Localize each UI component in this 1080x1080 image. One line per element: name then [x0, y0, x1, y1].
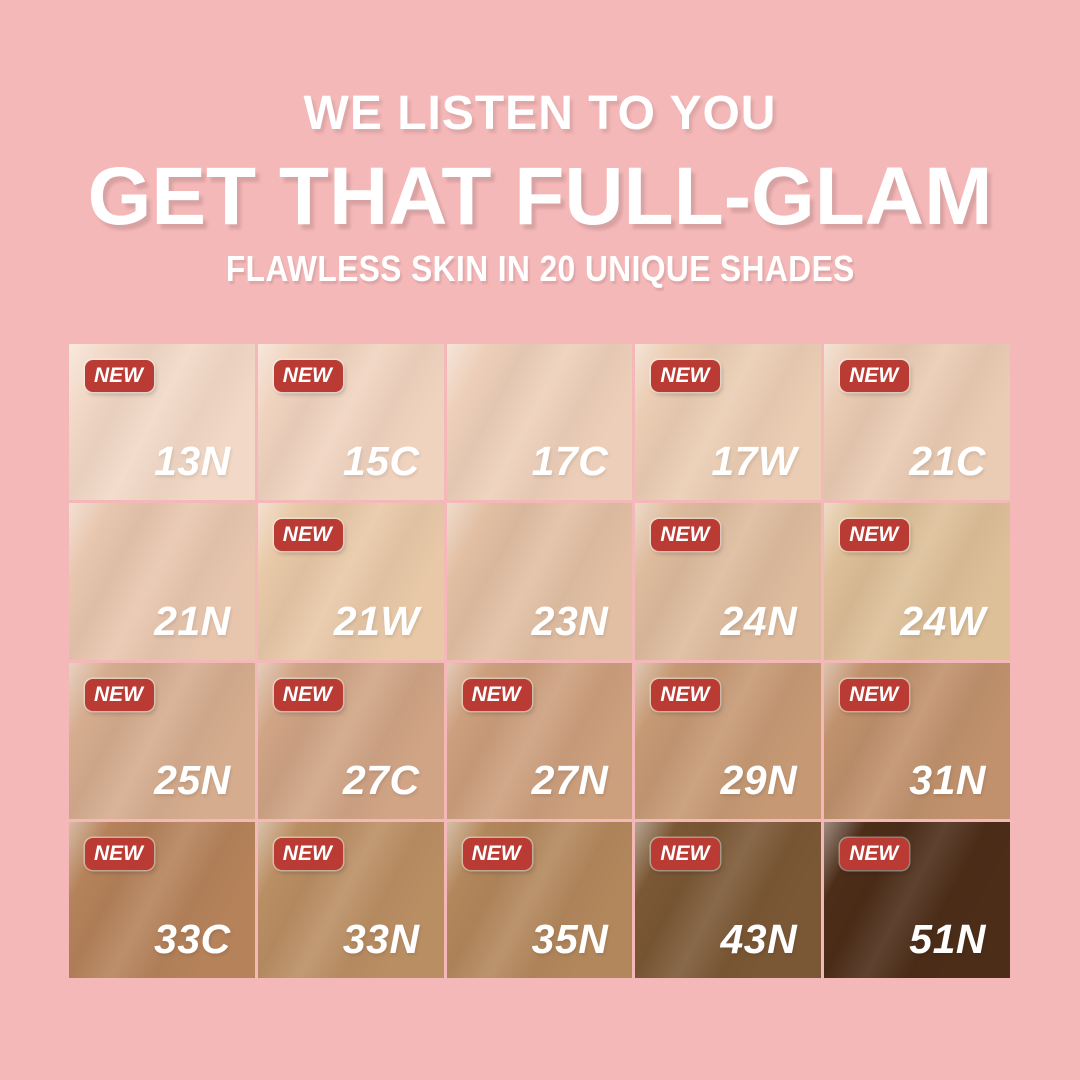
shade-swatch-15C: NEW 15C: [257, 344, 444, 501]
shade-swatch-33N: NEW 33N: [257, 821, 444, 978]
new-badge: NEW: [273, 519, 343, 552]
shade-label: 21W: [333, 597, 420, 644]
shade-swatch-24W: NEW 24W: [824, 503, 1010, 660]
shade-label: 21C: [909, 438, 986, 485]
shade-label: 29N: [720, 756, 798, 803]
shade-swatch-13N: NEW 13N: [69, 344, 255, 501]
shade-swatch-21W: NEW 21W: [257, 503, 444, 660]
new-badge: NEW: [462, 678, 532, 711]
eyebrow-text: WE LISTEN TO YOU: [303, 87, 777, 140]
new-badge: NEW: [651, 360, 721, 392]
shade-swatch-27N: NEW 27N: [446, 662, 633, 819]
shade-swatch-43N: NEW 43N: [635, 821, 822, 978]
shade-swatch-21N: NEW 21N: [69, 503, 255, 660]
subtitle-text: FLAWLESS SKIN IN 20 UNIQUE SHADES: [225, 248, 855, 289]
shade-label: 17W: [711, 438, 798, 485]
new-badge: NEW: [651, 519, 721, 552]
page-title: GET THAT FULL-GLAM: [87, 151, 993, 242]
shade-label: 31N: [909, 756, 986, 803]
subtitle-wrapper: FLAWLESS SKIN IN 20 UNIQUE SHADES: [0, 248, 1080, 290]
new-badge: NEW: [85, 678, 154, 711]
shade-label: 35N: [531, 916, 609, 962]
shade-swatch-31N: NEW 31N: [824, 662, 1010, 819]
shade-label: 33C: [154, 916, 231, 962]
new-badge: NEW: [273, 678, 343, 711]
new-badge: NEW: [85, 837, 154, 870]
new-badge: NEW: [273, 360, 343, 392]
shade-swatch-24N: NEW 24N: [635, 503, 822, 660]
shade-label: 27N: [531, 756, 609, 803]
shade-swatch-51N: NEW 51N: [824, 821, 1010, 978]
shade-label: 27C: [342, 756, 420, 803]
shade-swatch-35N: NEW 35N: [446, 821, 633, 978]
shade-label: 25N: [154, 756, 231, 803]
shade-grid: NEW 13N NEW 15C NEW 17C NEW 17W NEW 21C …: [69, 344, 1010, 978]
shade-label: 21N: [154, 597, 231, 644]
shade-swatch-21C: NEW 21C: [824, 344, 1010, 501]
shade-swatch-33C: NEW 33C: [69, 821, 255, 978]
new-badge: NEW: [651, 678, 721, 711]
shade-swatch-29N: NEW 29N: [635, 662, 822, 819]
new-badge: NEW: [273, 837, 343, 870]
shade-label: 24W: [900, 597, 986, 644]
new-badge: NEW: [840, 837, 910, 870]
new-badge: NEW: [462, 837, 532, 870]
shade-label: 51N: [909, 916, 986, 962]
shade-swatch-27C: NEW 27C: [257, 662, 444, 819]
shade-label: 17C: [531, 438, 609, 485]
new-badge: NEW: [840, 519, 910, 552]
shade-swatch-25N: NEW 25N: [69, 662, 255, 819]
shade-label: 43N: [720, 916, 798, 962]
new-badge: NEW: [85, 360, 154, 392]
new-badge: NEW: [840, 360, 910, 392]
shade-swatch-23N: NEW 23N: [446, 503, 633, 660]
shade-label: 13N: [154, 438, 231, 485]
shade-label: 33N: [342, 916, 420, 962]
shade-label: 24N: [720, 597, 798, 644]
new-badge: NEW: [651, 837, 721, 870]
shade-label: 23N: [531, 597, 609, 644]
shade-swatch-17W: NEW 17W: [635, 344, 822, 501]
new-badge: NEW: [840, 678, 910, 711]
shade-swatch-17C: NEW 17C: [446, 344, 633, 501]
shade-label: 15C: [342, 438, 420, 485]
